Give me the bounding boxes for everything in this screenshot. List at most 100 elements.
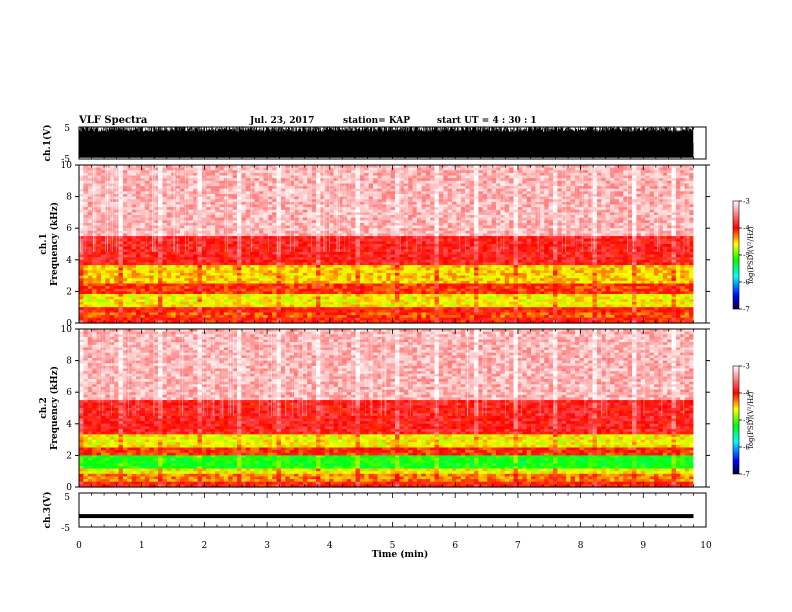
spectrogram-cell	[412, 249, 418, 253]
spectrogram-cell	[368, 241, 374, 245]
spectrogram-cell	[531, 175, 537, 179]
spectrogram-cell	[482, 178, 488, 182]
spectrogram-cell	[193, 180, 199, 185]
spectrogram-cell	[267, 244, 273, 248]
spectrogram-cell	[228, 207, 234, 211]
spectrogram-cell	[324, 167, 330, 171]
spectrogram-cell	[495, 178, 501, 182]
spectrogram-cell	[333, 186, 339, 190]
spectrogram-cell	[79, 172, 84, 177]
spectrogram-cell	[386, 230, 392, 235]
spectrogram-cell	[127, 238, 133, 242]
spectrogram-cell	[87, 222, 93, 227]
spectrogram-cell	[416, 228, 422, 232]
spectrogram-cell	[579, 204, 585, 208]
spectrogram-cell	[636, 236, 642, 240]
spectrogram-cell	[438, 238, 444, 242]
spectrogram-cell	[557, 225, 563, 229]
spectrogram-cell	[653, 215, 659, 219]
spectrogram-cell	[149, 175, 155, 179]
spectrogram-cell	[579, 201, 585, 206]
spectrogram-cell	[373, 217, 379, 221]
spectrogram-cell	[114, 178, 120, 182]
spectrogram-cell	[557, 220, 563, 224]
spectrogram-cell	[434, 170, 440, 174]
spectrogram-cell	[482, 230, 488, 235]
spectrogram-cell	[364, 254, 370, 258]
spectrogram-cell	[430, 178, 436, 182]
spectrogram-cell	[403, 170, 409, 174]
spectrogram-cell	[298, 222, 304, 227]
spectrogram-cell	[680, 209, 686, 213]
spectrogram-cell	[689, 236, 695, 240]
spectrogram-cell	[447, 201, 453, 206]
spectrogram-cell	[539, 178, 545, 182]
spectrogram-cell	[193, 178, 199, 182]
spectrogram-cell	[373, 238, 379, 242]
spectrogram-cell	[412, 215, 418, 219]
spectrogram-cell	[447, 199, 453, 203]
spectrogram-cell	[79, 183, 84, 187]
spectrogram-cell	[175, 233, 181, 237]
spectrogram-cell	[149, 196, 155, 200]
spectrogram-cell	[346, 186, 352, 190]
spectrogram-cell	[153, 220, 159, 224]
spectrogram-cell	[175, 244, 181, 248]
spectrogram-cell	[535, 228, 541, 232]
spectrogram-cell	[324, 183, 330, 187]
spectrogram-cell	[513, 220, 519, 224]
spectrogram-cell	[237, 249, 242, 253]
spectrogram-cell	[272, 222, 278, 227]
spectrogram-cell	[381, 254, 387, 258]
spectrogram-cell	[596, 244, 602, 248]
spectrogram-cell	[618, 249, 624, 253]
spectrogram-cell	[561, 167, 567, 171]
spectrogram-cell	[122, 207, 128, 211]
spectrogram-cell	[509, 217, 515, 221]
spectrogram-cell	[228, 236, 234, 240]
spectrogram-cell	[280, 207, 286, 211]
spectrogram-cell	[355, 215, 361, 219]
spectrogram-cell	[601, 178, 607, 182]
spectrogram-cell	[662, 172, 668, 177]
spectrogram-cell	[302, 204, 308, 208]
spectrogram-cell	[592, 222, 598, 227]
spectrogram-cell	[92, 225, 98, 229]
spectrogram-cell	[684, 209, 690, 213]
spectrogram-cell	[197, 220, 203, 224]
spectrogram-cell	[614, 167, 620, 171]
spectrogram-cell	[320, 225, 326, 229]
spectrogram-cell	[337, 215, 343, 219]
spectrogram-cell	[342, 217, 348, 221]
spectrogram-cell	[416, 170, 422, 174]
spectrogram-cell	[87, 201, 93, 206]
spectrogram-cell	[254, 257, 260, 261]
spectrogram-cell	[223, 212, 229, 216]
spectrogram-cell	[162, 217, 168, 221]
spectrogram-cell	[610, 180, 616, 185]
spectrogram-cell	[171, 222, 177, 227]
spectrogram-cell	[649, 249, 655, 253]
spectrogram-cell	[302, 222, 308, 227]
spectrogram-cell	[430, 165, 436, 169]
spectrogram-cell	[289, 220, 295, 224]
spectrogram-cell	[667, 251, 673, 256]
spectrogram-cell	[469, 225, 475, 229]
spectrogram-cell	[359, 241, 365, 245]
spectrogram-cell	[267, 241, 273, 245]
spectrogram-cell	[482, 222, 488, 227]
spectrogram-cell	[482, 246, 488, 250]
spectrogram-cell	[368, 180, 374, 185]
spectrogram-cell	[223, 175, 229, 179]
spectrogram-cell	[184, 257, 190, 261]
spectrogram-cell	[237, 241, 242, 245]
spectrogram-cell	[452, 165, 458, 169]
spectrogram-cell	[83, 220, 89, 224]
spectrogram-cell	[355, 249, 361, 253]
spectrogram-cell	[272, 165, 278, 169]
spectrogram-cell	[632, 233, 637, 237]
spectrogram-cell	[237, 222, 242, 227]
spectrogram-cell	[162, 209, 168, 213]
spectrogram-cell	[210, 220, 216, 224]
spectrogram-cell	[636, 186, 642, 190]
